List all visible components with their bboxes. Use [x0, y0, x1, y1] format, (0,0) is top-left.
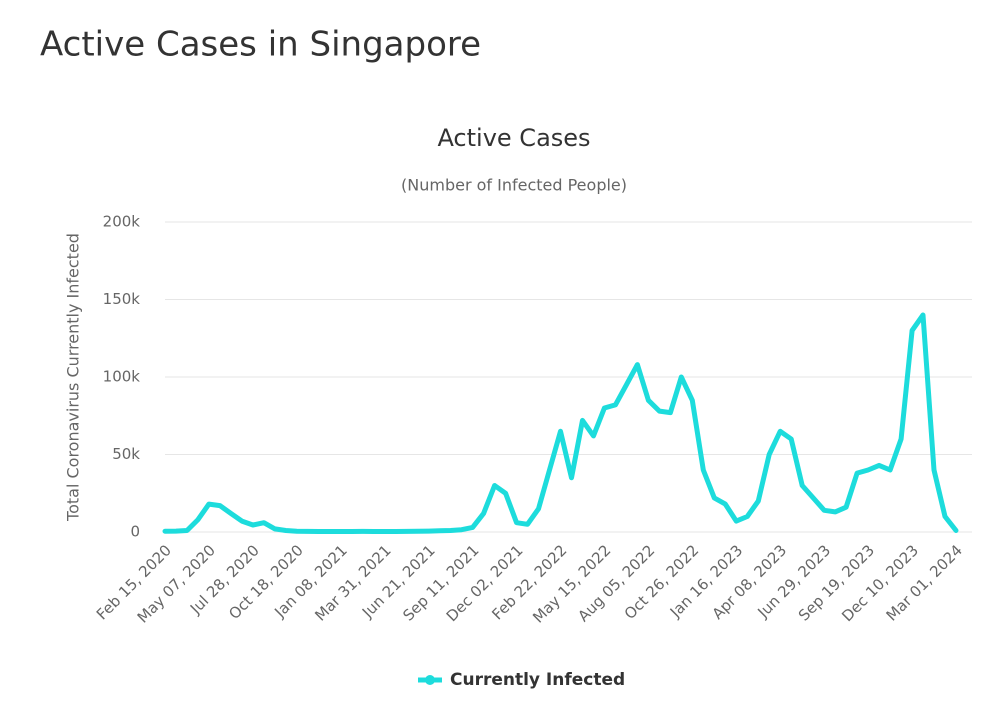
- x-tick-label: Sep 11, 2021: [399, 541, 482, 624]
- x-tick-label: Dec 02, 2021: [443, 541, 527, 625]
- legend-label: Currently Infected: [450, 670, 625, 690]
- x-tick-label: Aug 05, 2022: [574, 541, 658, 625]
- legend-symbol: [425, 675, 435, 685]
- chart-subtitle: (Number of Infected People): [401, 176, 627, 195]
- y-tick-label: 50k: [112, 445, 140, 463]
- y-tick-label: 150k: [103, 290, 141, 308]
- x-tick-label: Feb 15, 2020: [93, 541, 175, 623]
- x-tick-label: Dec 10, 2023: [838, 541, 922, 625]
- x-tick-label: Mar 01, 2024: [883, 541, 966, 624]
- chart-title: Active Cases: [437, 124, 590, 152]
- y-axis-label: Total Coronavirus Currently Infected: [64, 233, 83, 522]
- x-tick-label: Mar 31, 2021: [311, 541, 394, 624]
- x-tick-label: Sep 19, 2023: [795, 541, 878, 624]
- data-line: [162, 312, 959, 534]
- y-tick-label: 0: [130, 523, 140, 541]
- y-tick-label: 200k: [103, 213, 141, 231]
- y-tick-label: 100k: [103, 368, 141, 386]
- page-title: Active Cases in Singapore: [40, 25, 481, 65]
